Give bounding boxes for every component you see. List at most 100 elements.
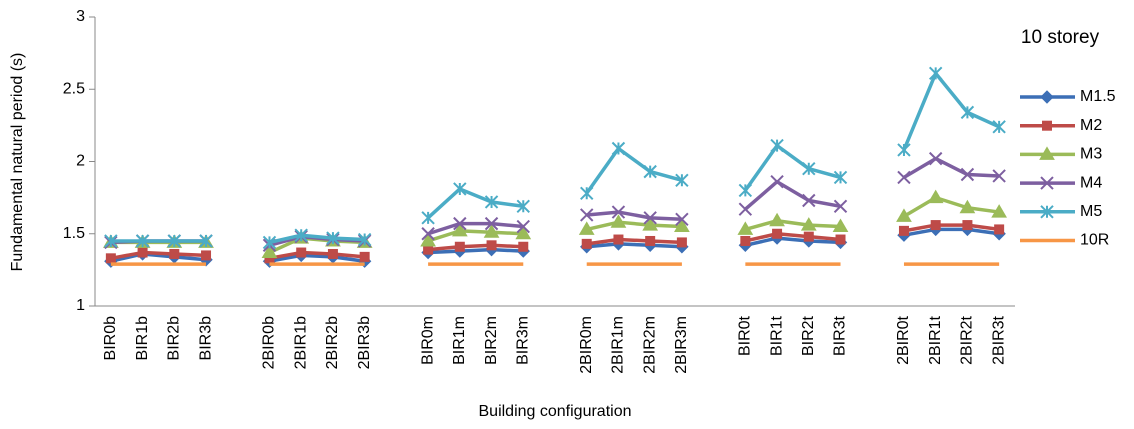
marker [294, 228, 308, 242]
marker [770, 138, 784, 153]
x-tick-label: BIR2t [800, 315, 817, 356]
x-tick-label: 2BIR3t [990, 315, 1007, 364]
series-line [110, 227, 1000, 263]
legend-label: M5 [1080, 203, 1102, 220]
marker [833, 170, 848, 185]
marker [454, 241, 465, 252]
marker [167, 234, 182, 248]
x-tick-label: 2BIR3b [356, 316, 373, 369]
marker [832, 218, 849, 233]
marker [296, 247, 307, 258]
series-line [110, 223, 1000, 261]
x-tick-label: 2BIR1t [927, 315, 944, 364]
x-tick-label: BIR2b [166, 316, 183, 361]
marker [453, 216, 467, 231]
marker [833, 199, 848, 214]
marker [327, 248, 338, 259]
x-tick-label: 2BIR1b [292, 316, 309, 369]
marker [772, 228, 783, 239]
marker [611, 141, 626, 156]
marker [484, 195, 499, 209]
marker [1040, 205, 1054, 219]
series-line [110, 156, 1000, 247]
y-axis-title: Fundamental natural period (s) [9, 53, 26, 272]
marker [897, 143, 911, 157]
marker [928, 151, 943, 166]
marker [262, 235, 277, 250]
marker [991, 204, 1008, 218]
marker [515, 225, 532, 240]
marker [740, 235, 751, 246]
marker [802, 193, 816, 208]
marker [516, 219, 530, 234]
marker [135, 234, 150, 248]
y-tick-label: 3 [76, 8, 85, 25]
marker [1039, 146, 1055, 160]
marker [803, 231, 814, 242]
marker [483, 224, 500, 238]
x-tick-label: 2BIR1m [610, 316, 627, 374]
x-tick-label: 2BIR2t [959, 315, 976, 364]
x-tick-label: BIR3m [514, 316, 531, 365]
marker [423, 244, 434, 255]
x-tick-label: BIR1b [134, 316, 151, 361]
marker [802, 162, 816, 176]
legend-label: 10R [1080, 232, 1109, 249]
marker [421, 211, 435, 225]
x-axis-title: Building configuration [479, 403, 632, 420]
marker [105, 253, 116, 264]
series-line [110, 195, 1000, 255]
marker [486, 240, 497, 251]
marker [261, 244, 278, 259]
legend-label: M4 [1080, 174, 1102, 191]
series-line [110, 71, 1000, 245]
annotation: 10 storey [1021, 27, 1100, 48]
marker [451, 222, 468, 237]
marker [927, 189, 944, 204]
x-tick-label: 2BIR2m [641, 316, 658, 374]
marker [674, 218, 690, 233]
marker [738, 183, 753, 198]
marker [770, 175, 784, 189]
marker [675, 173, 689, 187]
x-tick-label: BIR3b [197, 316, 214, 361]
marker [578, 221, 595, 235]
marker [580, 208, 594, 222]
legend-label: M1.5 [1080, 88, 1116, 105]
marker [928, 66, 943, 81]
marker [580, 186, 594, 200]
marker [169, 248, 180, 259]
marker [421, 227, 435, 241]
marker [1040, 90, 1054, 104]
y-tick-label: 2 [76, 153, 85, 170]
marker [642, 217, 659, 231]
x-tick-label: 2BIR0m [578, 316, 595, 374]
marker [359, 251, 370, 262]
marker [518, 241, 529, 252]
marker [613, 234, 624, 245]
x-tick-label: BIR0b [102, 316, 119, 361]
marker [992, 169, 1006, 183]
marker [643, 164, 657, 179]
marker [357, 232, 372, 247]
legend-label: M3 [1080, 146, 1102, 163]
x-tick-label: BIR2m [483, 316, 500, 365]
marker [516, 199, 530, 214]
marker [420, 232, 436, 247]
y-tick-label: 1.5 [63, 225, 85, 242]
marker [896, 208, 912, 222]
marker [645, 235, 656, 246]
marker [769, 212, 785, 227]
marker [610, 214, 627, 228]
x-tick-label: BIR0t [737, 315, 754, 356]
marker [1042, 120, 1052, 131]
marker [994, 224, 1005, 235]
marker [738, 202, 753, 216]
marker [898, 225, 909, 236]
marker [581, 238, 592, 249]
marker [930, 220, 941, 231]
marker [201, 250, 212, 261]
marker [137, 247, 148, 258]
y-tick-label: 2.5 [63, 80, 85, 97]
